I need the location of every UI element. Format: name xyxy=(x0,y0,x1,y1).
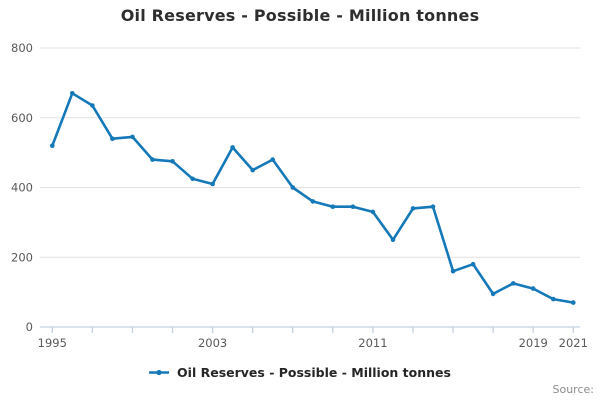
gridlines xyxy=(40,47,580,258)
legend-item[interactable]: Oil Reserves - Possible - Million tonnes xyxy=(149,365,451,380)
data-point-marker xyxy=(310,199,316,204)
data-point-marker xyxy=(430,204,436,209)
data-point-marker xyxy=(170,159,175,164)
data-point-marker xyxy=(190,176,195,182)
data-point-marker xyxy=(510,281,516,286)
data-point-marker xyxy=(110,136,115,141)
data-point-marker xyxy=(50,143,55,148)
y-axis-tick-label: 600 xyxy=(11,111,33,125)
data-point-marker xyxy=(551,296,556,302)
legend-line-marker-icon xyxy=(149,369,170,376)
data-point-marker xyxy=(450,268,456,274)
data-point-marker xyxy=(370,209,376,215)
y-axis-labels: 0 200 400 600 800 xyxy=(11,41,33,334)
data-point-marker xyxy=(230,145,235,150)
y-axis-tick-label: 400 xyxy=(11,181,33,195)
data-point-marker xyxy=(70,91,75,96)
x-axis-tick-label: 1995 xyxy=(38,336,67,350)
y-axis-tick-label: 0 xyxy=(26,320,33,334)
x-axis-tick-label: 2003 xyxy=(198,336,227,350)
x-axis-tick-label: 2021 xyxy=(559,336,588,350)
data-point-marker xyxy=(350,204,356,209)
data-point-marker xyxy=(150,157,155,162)
data-point-marker xyxy=(571,300,576,305)
data-point-marker xyxy=(210,181,215,187)
data-point-marker xyxy=(330,204,336,209)
data-point-marker xyxy=(250,167,255,173)
series-line xyxy=(51,92,575,304)
data-point-marker xyxy=(290,185,296,190)
data-point-marker xyxy=(530,286,536,291)
x-axis-tick-label: 2011 xyxy=(358,336,387,350)
data-point-marker xyxy=(130,134,135,140)
data-point-marker xyxy=(390,237,396,243)
legend-label: Oil Reserves - Possible - Million tonnes xyxy=(177,365,451,380)
y-axis-tick-label: 800 xyxy=(11,41,33,55)
source-label: Source: xyxy=(552,383,595,396)
x-axis xyxy=(40,326,580,333)
x-axis-labels: 1995 2003 2011 2019 2021 xyxy=(38,336,588,350)
y-axis-tick-label: 200 xyxy=(11,250,33,264)
data-point-marker xyxy=(270,157,276,162)
chart-title: Oil Reserves - Possible - Million tonnes xyxy=(120,6,480,25)
data-point-marker xyxy=(490,291,496,297)
data-series xyxy=(50,91,576,305)
data-point-marker xyxy=(90,103,95,108)
data-point-marker xyxy=(410,206,416,211)
data-point-marker xyxy=(470,261,476,267)
x-axis-tick-label: 2019 xyxy=(519,336,548,350)
